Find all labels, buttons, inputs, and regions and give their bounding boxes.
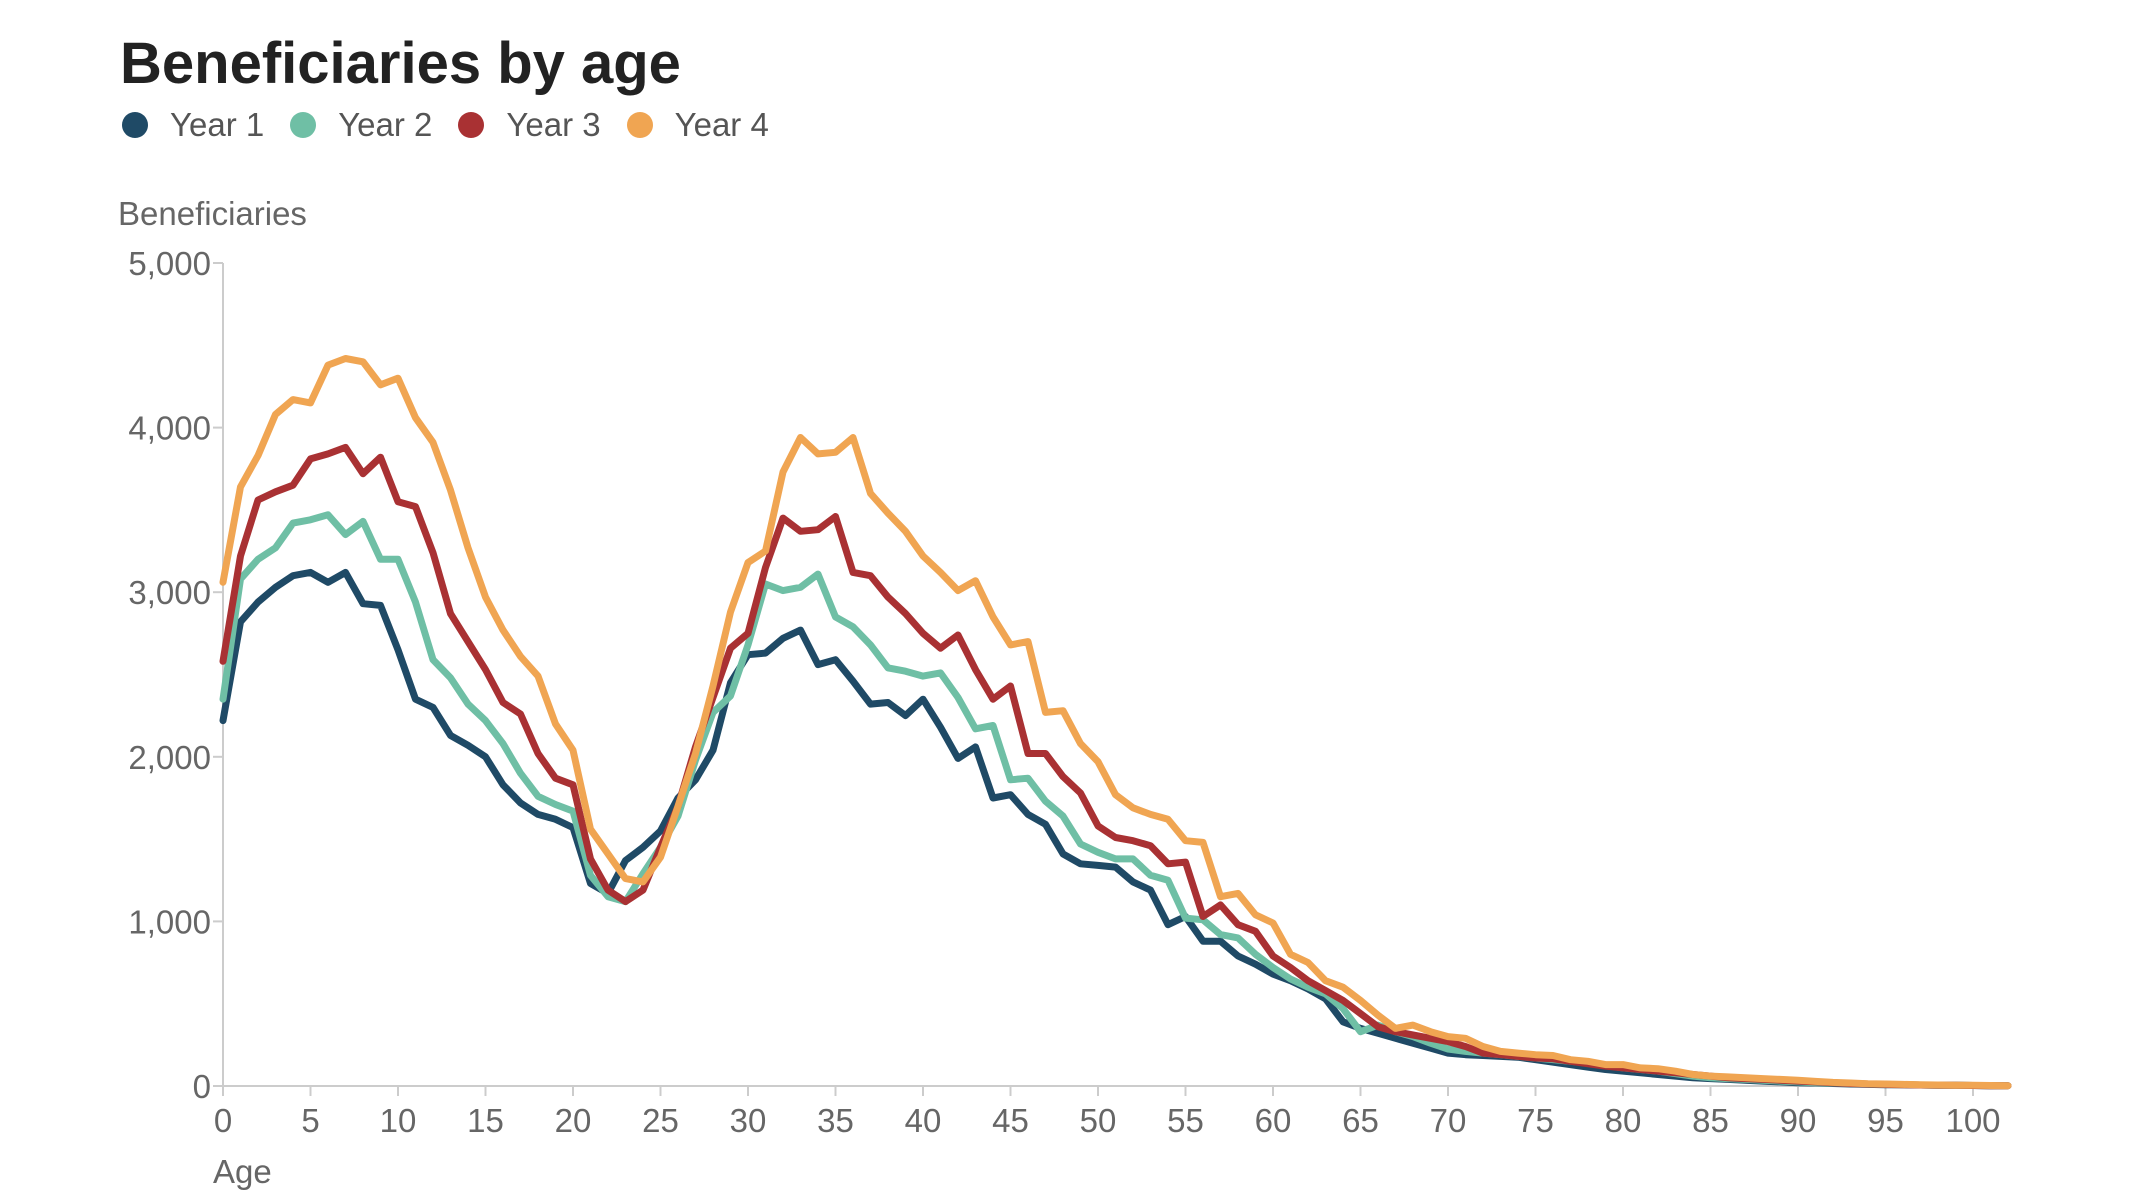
y-tick-label: 0 <box>193 1068 211 1105</box>
series-line-year-4 <box>219 355 2012 1090</box>
x-tick-label: 10 <box>380 1102 417 1139</box>
legend-item: Year 3 <box>458 106 601 144</box>
legend-marker <box>290 112 317 138</box>
series-line-year-1 <box>219 568 2012 1090</box>
x-tick-label: 50 <box>1080 1102 1117 1139</box>
legend-marker <box>122 112 148 138</box>
x-tick-label: 55 <box>1167 1102 1204 1139</box>
y-tick-label: 2,000 <box>128 739 211 776</box>
x-tick-label: 95 <box>1867 1102 1904 1139</box>
legend-item: Year 4 <box>626 106 769 144</box>
y-tick-label: 4,000 <box>128 410 211 447</box>
legend: Year 1 Year 2 Year 3 Year 4 <box>122 106 795 144</box>
legend-marker <box>458 112 485 138</box>
x-tick-label: 80 <box>1605 1102 1642 1139</box>
x-tick-label: 65 <box>1342 1102 1379 1139</box>
chart-title: Beneficiaries by age <box>120 31 681 96</box>
x-axis: 0 5 10 15 20 25 30 35 40 45 50 55 60 65 70 75 80 85 90 95 10… <box>214 1085 2008 1139</box>
series-lines <box>219 355 2012 1090</box>
x-tick-label: 45 <box>992 1102 1029 1139</box>
legend-item: Year 2 <box>290 106 432 144</box>
x-tick-label: 70 <box>1430 1102 1467 1139</box>
y-tick-label: 1,000 <box>128 903 211 940</box>
x-tick-label: 35 <box>817 1102 854 1139</box>
x-tick-label: 100 <box>1945 1102 2000 1139</box>
legend-label: Year 2 <box>338 106 433 143</box>
x-tick-label: 30 <box>730 1102 767 1139</box>
legend-label: Year 4 <box>674 106 769 143</box>
y-tick-label: 3,000 <box>128 574 211 611</box>
x-tick-label: 15 <box>467 1102 504 1139</box>
x-tick-label: 0 <box>214 1102 232 1139</box>
legend-label: Year 1 <box>170 106 265 143</box>
y-tick-label: 5,000 <box>128 245 211 282</box>
x-tick-label: 25 <box>642 1102 679 1139</box>
y-axis-title: Beneficiaries <box>118 195 307 232</box>
x-tick-label: 20 <box>555 1102 592 1139</box>
x-tick-label: 60 <box>1255 1102 1292 1139</box>
x-tick-label: 5 <box>301 1102 319 1139</box>
x-tick-label: 90 <box>1780 1102 1817 1139</box>
x-tick-label: 75 <box>1517 1102 1554 1139</box>
x-tick-label: 85 <box>1692 1102 1729 1139</box>
legend-label: Year 3 <box>506 106 601 143</box>
x-axis-title: Age <box>213 1153 272 1190</box>
legend-item: Year 1 <box>122 106 264 144</box>
legend-marker <box>626 112 653 138</box>
y-axis: 0 1,000 2,000 3,000 4,000 5,000 <box>128 245 224 1105</box>
x-tick-label: 40 <box>905 1102 942 1139</box>
